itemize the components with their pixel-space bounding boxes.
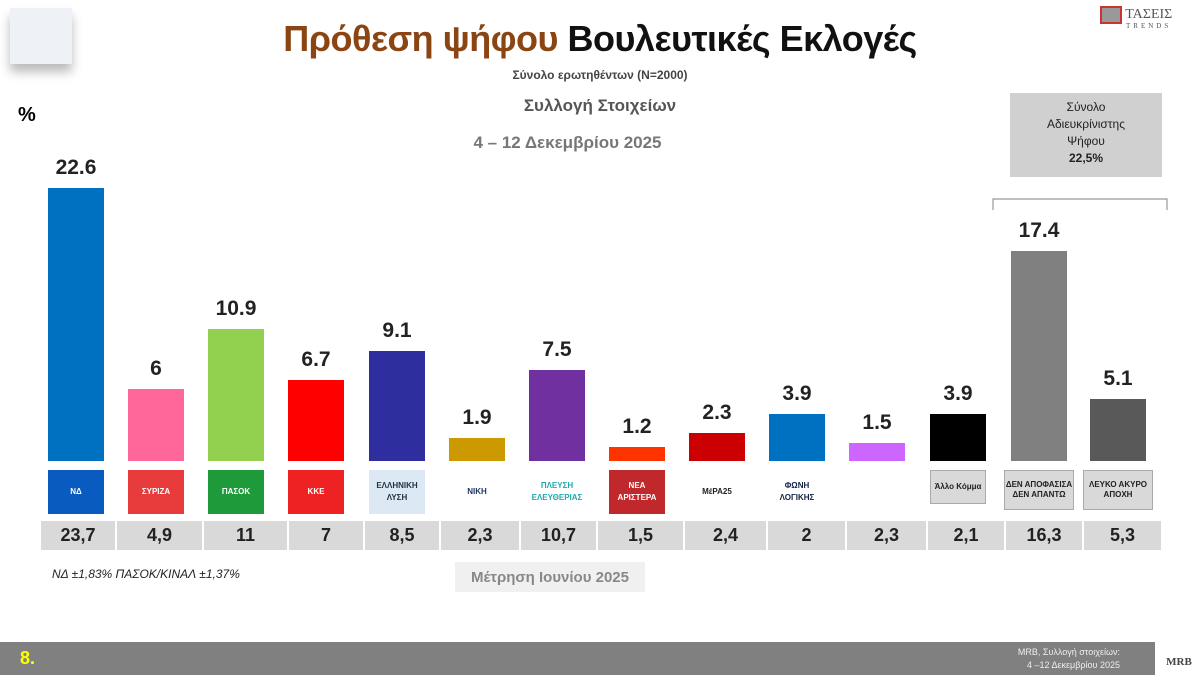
party-logo: ΝΔ: [48, 470, 104, 514]
data-label: 22.6: [55, 156, 97, 179]
party-logo: ΜέΡΑ25: [689, 470, 745, 514]
previous-value-cell: 2: [768, 521, 845, 550]
bar: [288, 380, 344, 461]
tasi-logo: ΤΑΣΕΙΣ TRENDS: [1100, 6, 1172, 30]
previous-value-cell: 16,3: [1006, 521, 1082, 550]
party-logo: ΚΚΕ: [288, 470, 344, 514]
party-logo: ΦΩΝΗ ΛΟΓΙΚΗΣ: [769, 470, 825, 514]
previous-value-cell: 11: [204, 521, 287, 550]
undecided-box: Σύνολο Αδιευκρίνιστης Ψήφου 22,5%: [1010, 93, 1162, 177]
data-label: 17.4: [1018, 218, 1060, 242]
data-label: 6: [150, 356, 162, 380]
previous-value-cell: 2,1: [928, 521, 1004, 550]
party-logo: ΝΕΑ ΑΡΙΣΤΕΡΑ: [609, 470, 665, 514]
mrb-logo: MRB: [1158, 642, 1200, 675]
sample-size: Σύνολο ερωτηθέντων (N=2000): [512, 68, 688, 82]
party-logo: ΕΛΛΗΝΙΚΗ ΛΥΣΗ: [369, 470, 425, 514]
source: MRB, Συλλογή στοιχείων: 4 –12 Δεκεμβρίου …: [1017, 647, 1120, 670]
data-label: 2.3: [702, 401, 732, 425]
previous-value-cell: 2,3: [847, 521, 926, 550]
brace: [992, 198, 1168, 210]
bar: [1090, 399, 1146, 461]
bar: [529, 370, 585, 461]
bar: [48, 188, 104, 461]
data-label: 6.7: [301, 348, 331, 372]
bar: [689, 433, 745, 461]
bar: [769, 413, 825, 461]
previous-value-cell: 8,5: [365, 521, 439, 550]
data-label: 3.9: [782, 381, 812, 405]
bar: [930, 413, 986, 461]
data-label: 1.9: [462, 406, 492, 430]
title-part2: Βουλευτικές Εκλογές: [567, 18, 917, 59]
party-logo: [849, 470, 905, 514]
page-title: Πρόθεση ψήφου Βουλευτικές Εκλογές: [0, 18, 1200, 60]
page-number: 8.: [20, 648, 36, 668]
data-label: 10.9: [215, 297, 257, 321]
previous-value-cell: 4,9: [117, 521, 202, 550]
bar: [1011, 250, 1067, 461]
previous-value-cell: 5,3: [1084, 521, 1161, 550]
bar: [609, 446, 665, 461]
party-logo: ΠΑΣΟΚ: [208, 470, 264, 514]
method: Συλλογή Στοιχείων: [523, 96, 677, 115]
party-logo: ΝΙΚΗ: [449, 470, 505, 514]
margin-of-error: ΝΔ ±1,83% ΠΑΣΟΚ/ΚΙΝΑΛ ±1,37%: [52, 567, 240, 581]
dates: 4 – 12 Δεκεμβρίου 2025: [473, 133, 662, 152]
previous-value-cell: 1,5: [598, 521, 683, 550]
title-part1: Πρόθεση ψήφου: [283, 18, 558, 59]
bar: [449, 438, 505, 461]
data-label: 9.1: [382, 319, 412, 343]
bar: [208, 329, 264, 461]
previous-value-cell: 10,7: [521, 521, 596, 550]
greece-map-icon: [10, 8, 72, 64]
party-logo: ΠΛΕΥΣΗ ΕΛΕΥΘΕΡΙΑΣ: [529, 470, 585, 514]
party-logo: ΛΕΥΚΟ ΑΚΥΡΟ ΑΠΟΧΗ: [1083, 470, 1153, 510]
party-logo: Άλλο Κόμμα: [930, 470, 986, 504]
party-logo: ΔΕΝ ΑΠΟΦΑΣΙΣΑ ΔΕΝ ΑΠΑΝΤΩ: [1004, 470, 1074, 510]
data-label: 1.2: [622, 414, 652, 438]
unit-label: %: [18, 104, 36, 126]
bar: [849, 442, 905, 461]
previous-measurement-label: Μέτρηση Ιουνίου 2025: [455, 562, 645, 592]
data-label: 7.5: [542, 338, 572, 362]
previous-value-cell: 7: [289, 521, 363, 550]
footer-bar: [0, 642, 1155, 675]
previous-value-cell: 23,7: [41, 521, 115, 550]
previous-value-cell: 2,3: [441, 521, 519, 550]
data-label: 1.5: [862, 410, 892, 434]
bar: [369, 351, 425, 461]
bar: [128, 388, 184, 461]
previous-value-cell: 2,4: [685, 521, 766, 550]
data-label: 5.1: [1103, 367, 1133, 391]
party-logo: ΣΥΡΙΖΑ: [128, 470, 184, 514]
data-label: 3.9: [943, 381, 973, 405]
